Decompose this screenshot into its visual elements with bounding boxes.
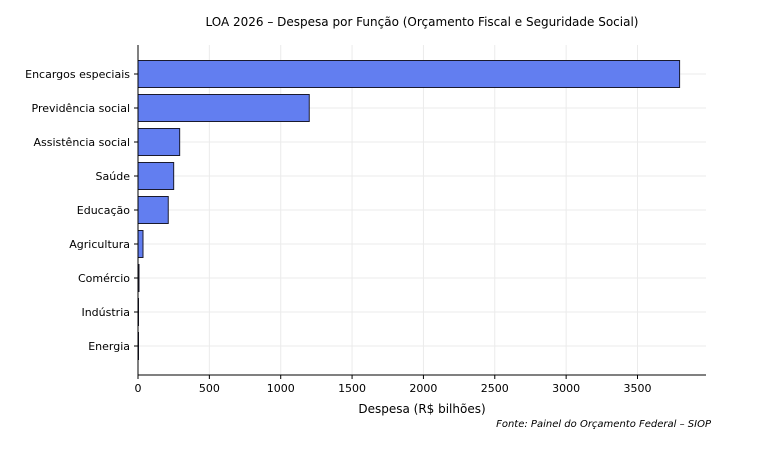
y-tick-label: Previdência social [32, 102, 130, 115]
bar-previdência-social [137, 94, 310, 122]
chart-title: LOA 2026 – Despesa por Função (Orçamento… [206, 15, 639, 29]
bar-agricultura [137, 230, 144, 258]
bar-saúde [137, 162, 175, 190]
x-tick-label: 1000 [267, 382, 295, 395]
y-tick-label: Indústria [81, 306, 130, 319]
bar-encargos-especiais [137, 60, 681, 88]
x-tick-label: 1500 [338, 382, 366, 395]
x-tick-label: 3500 [623, 382, 651, 395]
y-tick-label: Educação [77, 204, 130, 217]
x-tick-label: 3000 [552, 382, 580, 395]
y-tick-label: Energia [88, 340, 130, 353]
x-tick-label: 500 [199, 382, 220, 395]
y-tick-label: Assistência social [33, 136, 130, 149]
x-axis-label: Despesa (R$ bilhões) [358, 402, 485, 416]
y-tick-label: Encargos especiais [25, 68, 130, 81]
bar-educação [137, 196, 169, 224]
x-tick-label: 2000 [409, 382, 437, 395]
source-note: Fonte: Painel do Orçamento Federal – SIO… [496, 419, 712, 430]
y-tick-label: Comércio [78, 272, 130, 285]
x-tick-label: 0 [135, 382, 142, 395]
y-tick-label: Saúde [96, 170, 131, 183]
x-tick-label: 2500 [481, 382, 509, 395]
bar-assistência-social [137, 128, 181, 156]
y-tick-label: Agricultura [69, 238, 130, 251]
